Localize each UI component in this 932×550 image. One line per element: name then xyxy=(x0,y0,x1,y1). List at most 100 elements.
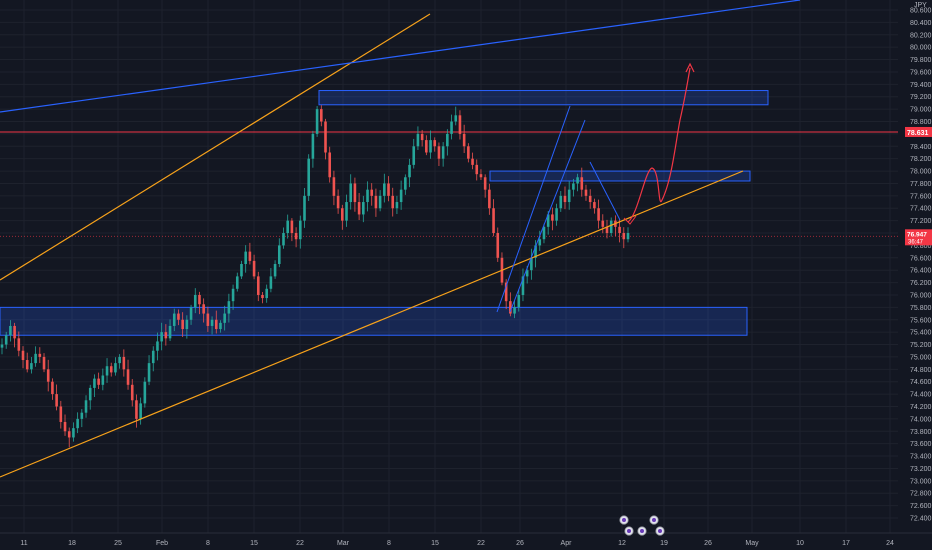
y-axis-tick-label: 76.600 xyxy=(910,255,932,262)
candle-body xyxy=(59,406,63,422)
ascending-support-trendline[interactable] xyxy=(0,170,744,478)
candle-body xyxy=(366,189,369,203)
candle-body xyxy=(72,428,75,438)
candle-body xyxy=(483,177,487,190)
candle-body xyxy=(580,177,584,190)
candle-body xyxy=(151,350,155,364)
candle-body xyxy=(525,270,529,277)
event-flag-dot xyxy=(640,529,644,533)
channel-line-lower[interactable] xyxy=(509,119,586,313)
candle-body xyxy=(332,177,336,196)
candle-body xyxy=(277,245,281,264)
candle-body xyxy=(286,220,289,234)
candle-body xyxy=(84,400,88,413)
y-axis-tick-label: 79.400 xyxy=(910,82,932,89)
x-axis-tick-label: 15 xyxy=(431,540,439,547)
y-axis-tick-label: 77.200 xyxy=(910,218,932,225)
supply-demand-zone[interactable] xyxy=(318,90,769,106)
candle-body xyxy=(315,109,319,134)
candle-body xyxy=(303,195,306,221)
y-axis-tick-label: 76.000 xyxy=(910,292,932,299)
candle-body xyxy=(282,233,285,246)
candle-body xyxy=(46,369,50,382)
price-line-label: 78.631 xyxy=(907,130,929,137)
candle-body xyxy=(324,121,327,153)
x-axis-tick-label: 24 xyxy=(886,540,894,547)
y-axis-tick-label: 78.000 xyxy=(910,169,932,176)
candle-body xyxy=(307,158,310,196)
candle-body xyxy=(17,338,21,351)
candle-body xyxy=(429,140,432,153)
candle-body xyxy=(219,322,222,330)
event-flag-dot xyxy=(622,518,626,522)
candle-body xyxy=(294,233,298,240)
candle-body xyxy=(210,319,214,326)
candle-body xyxy=(181,319,184,330)
candle-body xyxy=(357,202,361,215)
candle-body xyxy=(467,146,470,159)
last-price-label-box xyxy=(905,229,932,246)
candle-body xyxy=(67,431,71,438)
candle-body xyxy=(504,282,508,302)
long-blue-trendline[interactable] xyxy=(0,0,801,113)
x-axis-tick-label: 19 xyxy=(660,540,668,547)
y-axis-tick-label: 76.200 xyxy=(910,280,932,287)
candle-body xyxy=(530,257,533,271)
x-axis-tick-label: 15 xyxy=(250,540,258,547)
y-axis-tick-label: 72.800 xyxy=(910,491,932,498)
supply-demand-zone[interactable] xyxy=(0,306,748,336)
candle-body xyxy=(42,356,46,370)
candle-body xyxy=(298,220,302,240)
candle-body xyxy=(341,208,344,221)
y-axis-tick-label: 73.200 xyxy=(910,466,932,473)
candle-body xyxy=(336,195,340,209)
candle-body xyxy=(349,183,353,203)
y-axis-tick-label: 74.800 xyxy=(910,367,932,374)
candle-body xyxy=(475,164,479,175)
supply-demand-zone[interactable] xyxy=(489,170,751,182)
y-axis-tick-label: 73.000 xyxy=(910,478,932,485)
candle-body xyxy=(30,363,33,370)
upper-orange-trendline[interactable] xyxy=(0,13,431,281)
y-axis-tick-label: 77.600 xyxy=(910,193,932,200)
candle-body xyxy=(576,177,579,184)
candle-body xyxy=(311,133,315,159)
candle-body xyxy=(130,384,134,401)
y-axis-tick-label: 79.800 xyxy=(910,57,932,64)
candle-body xyxy=(479,174,483,178)
candle-body xyxy=(378,195,382,209)
candle-body xyxy=(189,307,193,320)
candle-body xyxy=(328,152,332,178)
x-axis-tick-label: Apr xyxy=(561,540,573,547)
candle-body xyxy=(139,403,142,419)
candle-body xyxy=(223,313,226,323)
y-axis-tick-label: 75.400 xyxy=(910,330,932,337)
channel-line-upper[interactable] xyxy=(496,105,571,313)
projection-path[interactable] xyxy=(627,67,691,223)
candle-body xyxy=(198,294,201,305)
candle-body xyxy=(135,400,138,419)
candle-body xyxy=(172,313,176,326)
candle-body xyxy=(345,202,348,221)
candle-body xyxy=(399,189,403,203)
candle-body xyxy=(156,341,159,351)
x-axis-tick-label: 8 xyxy=(206,540,210,547)
candle-body xyxy=(593,202,596,209)
candle-body xyxy=(256,276,260,295)
x-axis-tick-label: 26 xyxy=(516,540,524,547)
candle-body xyxy=(450,121,453,134)
channel-line-pullback[interactable] xyxy=(589,161,621,221)
candle-body xyxy=(416,133,420,147)
y-axis-tick-label: 73.800 xyxy=(910,429,932,436)
candle-body xyxy=(572,183,575,190)
x-axis-tick-label: 10 xyxy=(796,540,804,547)
y-axis-tick-label: 73.400 xyxy=(910,454,932,461)
candle-body xyxy=(488,189,491,209)
candle-body xyxy=(584,189,588,196)
candle-body xyxy=(122,356,126,370)
x-axis-tick-label: Mar xyxy=(337,540,350,547)
candle-body xyxy=(446,133,449,147)
y-axis-tick-label: 72.600 xyxy=(910,503,932,510)
candle-body xyxy=(51,381,54,395)
